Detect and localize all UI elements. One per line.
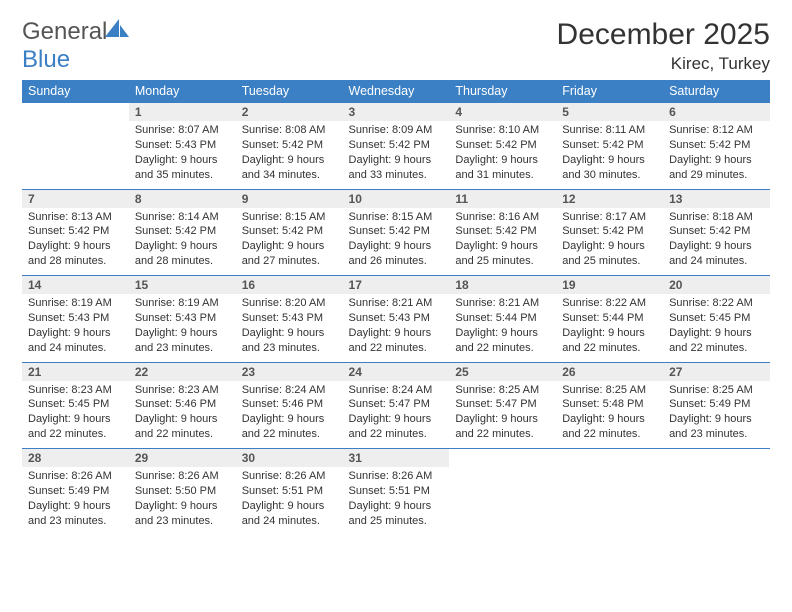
logo: General Blue bbox=[22, 18, 131, 74]
day-number-cell: 3 bbox=[343, 103, 450, 122]
weekday-header: Friday bbox=[556, 80, 663, 103]
day-info-cell: Sunrise: 8:19 AMSunset: 5:43 PMDaylight:… bbox=[22, 294, 129, 362]
location: Kirec, Turkey bbox=[557, 54, 770, 74]
day-info-cell: Sunrise: 8:24 AMSunset: 5:47 PMDaylight:… bbox=[343, 381, 450, 449]
day-number-cell: 12 bbox=[556, 189, 663, 208]
day-info-row: Sunrise: 8:13 AMSunset: 5:42 PMDaylight:… bbox=[22, 208, 770, 276]
day-number-cell: 26 bbox=[556, 362, 663, 381]
header: General Blue December 2025 Kirec, Turkey bbox=[22, 18, 770, 74]
day-info-cell bbox=[22, 121, 129, 189]
day-number-cell: 21 bbox=[22, 362, 129, 381]
weekday-header-row: Sunday Monday Tuesday Wednesday Thursday… bbox=[22, 80, 770, 103]
day-info-row: Sunrise: 8:19 AMSunset: 5:43 PMDaylight:… bbox=[22, 294, 770, 362]
day-info-cell: Sunrise: 8:24 AMSunset: 5:46 PMDaylight:… bbox=[236, 381, 343, 449]
day-info-cell: Sunrise: 8:15 AMSunset: 5:42 PMDaylight:… bbox=[236, 208, 343, 276]
day-info-cell: Sunrise: 8:22 AMSunset: 5:45 PMDaylight:… bbox=[663, 294, 770, 362]
logo-word-general: General bbox=[22, 18, 107, 45]
day-number-cell bbox=[663, 449, 770, 468]
day-info-cell: Sunrise: 8:21 AMSunset: 5:43 PMDaylight:… bbox=[343, 294, 450, 362]
day-number-cell: 19 bbox=[556, 276, 663, 295]
day-info-cell: Sunrise: 8:10 AMSunset: 5:42 PMDaylight:… bbox=[449, 121, 556, 189]
day-number-cell: 6 bbox=[663, 103, 770, 122]
weekday-header: Thursday bbox=[449, 80, 556, 103]
day-number-cell: 29 bbox=[129, 449, 236, 468]
day-info-cell bbox=[663, 467, 770, 535]
day-number-cell: 4 bbox=[449, 103, 556, 122]
day-number-cell: 16 bbox=[236, 276, 343, 295]
title-block: December 2025 Kirec, Turkey bbox=[557, 18, 770, 74]
day-number-cell: 28 bbox=[22, 449, 129, 468]
day-number-cell: 31 bbox=[343, 449, 450, 468]
month-title: December 2025 bbox=[557, 18, 770, 52]
day-info-row: Sunrise: 8:26 AMSunset: 5:49 PMDaylight:… bbox=[22, 467, 770, 535]
logo-word-blue: Blue bbox=[22, 46, 70, 73]
day-number-cell: 30 bbox=[236, 449, 343, 468]
day-number-cell: 23 bbox=[236, 362, 343, 381]
day-info-cell: Sunrise: 8:08 AMSunset: 5:42 PMDaylight:… bbox=[236, 121, 343, 189]
day-number-row: 14151617181920 bbox=[22, 276, 770, 295]
day-number-cell: 7 bbox=[22, 189, 129, 208]
day-info-cell: Sunrise: 8:26 AMSunset: 5:51 PMDaylight:… bbox=[236, 467, 343, 535]
day-info-cell: Sunrise: 8:14 AMSunset: 5:42 PMDaylight:… bbox=[129, 208, 236, 276]
day-number-cell bbox=[449, 449, 556, 468]
day-number-cell: 18 bbox=[449, 276, 556, 295]
weekday-header: Saturday bbox=[663, 80, 770, 103]
day-info-cell: Sunrise: 8:11 AMSunset: 5:42 PMDaylight:… bbox=[556, 121, 663, 189]
logo-text: General Blue bbox=[22, 18, 131, 74]
day-number-row: 123456 bbox=[22, 103, 770, 122]
day-info-cell: Sunrise: 8:12 AMSunset: 5:42 PMDaylight:… bbox=[663, 121, 770, 189]
day-info-cell: Sunrise: 8:20 AMSunset: 5:43 PMDaylight:… bbox=[236, 294, 343, 362]
day-number-cell: 1 bbox=[129, 103, 236, 122]
day-info-cell: Sunrise: 8:26 AMSunset: 5:51 PMDaylight:… bbox=[343, 467, 450, 535]
day-info-cell: Sunrise: 8:15 AMSunset: 5:42 PMDaylight:… bbox=[343, 208, 450, 276]
day-number-cell: 8 bbox=[129, 189, 236, 208]
day-info-cell: Sunrise: 8:26 AMSunset: 5:49 PMDaylight:… bbox=[22, 467, 129, 535]
day-number-cell: 24 bbox=[343, 362, 450, 381]
day-info-cell: Sunrise: 8:16 AMSunset: 5:42 PMDaylight:… bbox=[449, 208, 556, 276]
day-info-cell: Sunrise: 8:25 AMSunset: 5:49 PMDaylight:… bbox=[663, 381, 770, 449]
day-info-cell bbox=[556, 467, 663, 535]
day-info-row: Sunrise: 8:07 AMSunset: 5:43 PMDaylight:… bbox=[22, 121, 770, 189]
day-info-cell: Sunrise: 8:18 AMSunset: 5:42 PMDaylight:… bbox=[663, 208, 770, 276]
day-number-cell: 20 bbox=[663, 276, 770, 295]
day-number-cell: 9 bbox=[236, 189, 343, 208]
day-number-row: 21222324252627 bbox=[22, 362, 770, 381]
day-number-row: 78910111213 bbox=[22, 189, 770, 208]
day-number-cell: 15 bbox=[129, 276, 236, 295]
weekday-header: Wednesday bbox=[343, 80, 450, 103]
day-info-cell: Sunrise: 8:09 AMSunset: 5:42 PMDaylight:… bbox=[343, 121, 450, 189]
calendar-table: Sunday Monday Tuesday Wednesday Thursday… bbox=[22, 80, 770, 535]
weekday-header: Tuesday bbox=[236, 80, 343, 103]
day-number-cell: 17 bbox=[343, 276, 450, 295]
day-number-cell bbox=[556, 449, 663, 468]
day-info-cell bbox=[449, 467, 556, 535]
day-info-cell: Sunrise: 8:19 AMSunset: 5:43 PMDaylight:… bbox=[129, 294, 236, 362]
day-info-row: Sunrise: 8:23 AMSunset: 5:45 PMDaylight:… bbox=[22, 381, 770, 449]
weekday-header: Sunday bbox=[22, 80, 129, 103]
day-number-cell: 10 bbox=[343, 189, 450, 208]
day-info-cell: Sunrise: 8:07 AMSunset: 5:43 PMDaylight:… bbox=[129, 121, 236, 189]
day-info-cell: Sunrise: 8:13 AMSunset: 5:42 PMDaylight:… bbox=[22, 208, 129, 276]
day-number-row: 28293031 bbox=[22, 449, 770, 468]
day-info-cell: Sunrise: 8:26 AMSunset: 5:50 PMDaylight:… bbox=[129, 467, 236, 535]
day-number-cell: 27 bbox=[663, 362, 770, 381]
weekday-header: Monday bbox=[129, 80, 236, 103]
day-number-cell: 5 bbox=[556, 103, 663, 122]
day-info-cell: Sunrise: 8:21 AMSunset: 5:44 PMDaylight:… bbox=[449, 294, 556, 362]
day-number-cell: 22 bbox=[129, 362, 236, 381]
day-info-cell: Sunrise: 8:25 AMSunset: 5:48 PMDaylight:… bbox=[556, 381, 663, 449]
day-number-cell: 25 bbox=[449, 362, 556, 381]
day-info-cell: Sunrise: 8:25 AMSunset: 5:47 PMDaylight:… bbox=[449, 381, 556, 449]
logo-sail-icon bbox=[105, 19, 131, 39]
day-info-cell: Sunrise: 8:23 AMSunset: 5:45 PMDaylight:… bbox=[22, 381, 129, 449]
day-number-cell: 2 bbox=[236, 103, 343, 122]
day-info-cell: Sunrise: 8:22 AMSunset: 5:44 PMDaylight:… bbox=[556, 294, 663, 362]
day-number-cell bbox=[22, 103, 129, 122]
day-number-cell: 11 bbox=[449, 189, 556, 208]
day-number-cell: 14 bbox=[22, 276, 129, 295]
day-info-cell: Sunrise: 8:17 AMSunset: 5:42 PMDaylight:… bbox=[556, 208, 663, 276]
day-number-cell: 13 bbox=[663, 189, 770, 208]
day-info-cell: Sunrise: 8:23 AMSunset: 5:46 PMDaylight:… bbox=[129, 381, 236, 449]
